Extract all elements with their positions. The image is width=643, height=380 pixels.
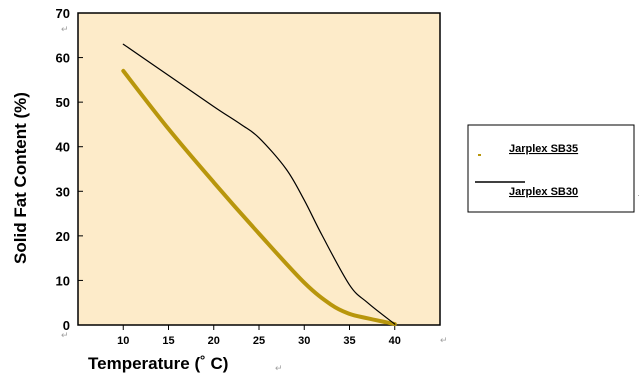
x-tick-label: 25 <box>253 335 265 347</box>
x-tick-label: 35 <box>343 335 355 347</box>
y-tick-label: 0 <box>63 318 70 333</box>
plot-area <box>77 12 441 326</box>
y-tick-label: 50 <box>56 95 70 110</box>
series-line-jarplex-sb30 <box>122 43 396 325</box>
legend: Jarplex SB35 Jarplex SB30 <box>467 124 635 213</box>
series-line-jarplex-sb35 <box>121 68 397 327</box>
y-tick-label: 30 <box>56 184 70 199</box>
x-tick-label: 30 <box>298 335 310 347</box>
y-tick-label: 10 <box>56 273 70 288</box>
y-tick-label: 20 <box>56 229 70 244</box>
paragraph-mark: ↵ <box>440 335 448 345</box>
y-axis-title: Solid Fat Content (%) <box>11 92 30 264</box>
x-tick-label: 20 <box>208 335 220 347</box>
y-axis-ticks: 0 10 20 30 40 50 60 70 <box>56 6 83 333</box>
paragraph-mark: ↵ <box>275 363 283 373</box>
series-lines <box>121 43 397 327</box>
x-tick-label: 15 <box>162 335 174 347</box>
legend-label-jarplex-sb30: Jarplex SB30 <box>509 186 578 198</box>
legend-box <box>467 124 635 213</box>
x-tick-label: 10 <box>117 335 129 347</box>
legend-label-jarplex-sb35: Jarplex SB35 <box>509 143 578 155</box>
y-tick-label: 60 <box>56 51 70 66</box>
x-tick-label: 40 <box>389 335 401 347</box>
y-tick-label: 70 <box>56 6 70 21</box>
y-tick-label: 40 <box>56 140 70 155</box>
paragraph-mark: ↵ <box>61 330 69 340</box>
paragraph-mark: ↵ <box>61 24 69 34</box>
paragraph-mark: · <box>637 190 640 200</box>
x-axis-ticks: 10 15 20 25 30 35 40 <box>117 325 401 347</box>
x-axis-title: Temperature (˚ C) <box>88 354 228 373</box>
